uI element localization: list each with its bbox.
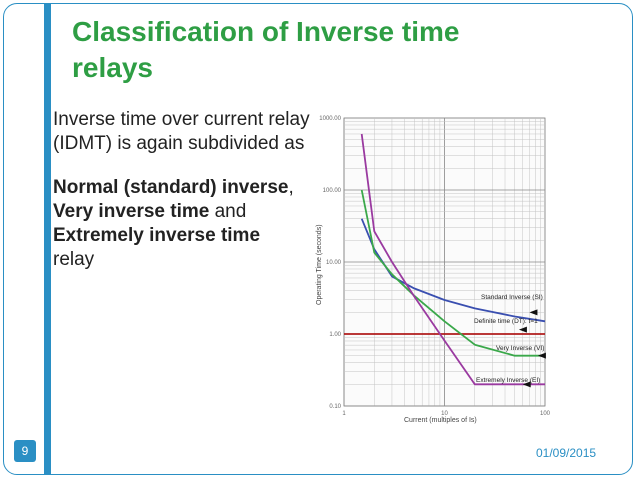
- chart-grid: [343, 117, 546, 407]
- list-item-relay: relay: [53, 249, 95, 270]
- x-tick-label-0: 1: [342, 411, 346, 417]
- label-very-inverse: Very Inverse (VI): [496, 345, 544, 352]
- slide-number: 9: [14, 440, 36, 462]
- slide-frame: [3, 3, 633, 475]
- list-item-very: Very inverse time and: [53, 200, 318, 224]
- chart-ticks: 1 10 100 0.10 1.00 10.00 100.00 1000.00: [319, 116, 550, 417]
- series-line-very-inverse: [360, 189, 545, 357]
- x-tick-label-1: 10: [441, 411, 448, 417]
- arrow-very-inverse: [537, 352, 546, 359]
- list-item-normal: Normal (standard) inverse,: [53, 176, 318, 200]
- y-tick-label-1: 1.00: [329, 332, 341, 338]
- x-tick-label-2: 100: [540, 411, 551, 417]
- slide-body: Inverse time over current relay (IDMT) i…: [53, 108, 318, 272]
- list-item-extremely: Extremely inverse time: [53, 224, 318, 248]
- y-tick-label-3: 100.00: [323, 188, 342, 194]
- x-axis-label: Current (multiples of Is): [404, 417, 477, 424]
- item-very-bold: Very inverse time: [53, 201, 210, 222]
- series-line-standard-inverse: [360, 218, 546, 323]
- item-normal-tail: ,: [288, 177, 294, 198]
- accent-bar: [44, 4, 51, 475]
- slide-title: Classification of Inverse time relays: [72, 16, 460, 83]
- arrow-definite-time: [518, 326, 527, 333]
- slide-date: 01/09/2015: [536, 446, 597, 460]
- idmt-curve-chart: 1 10 100 0.10 1.00 10.00 100.00 1000.00 Current…: [316, 116, 551, 424]
- label-definite-time: Definite time (DT): t=1: [474, 318, 538, 325]
- item-very-tail: and: [209, 201, 247, 222]
- label-standard-inverse: Standard Inverse (SI): [481, 294, 543, 301]
- y-axis-label: Operating Time (seconds): [316, 224, 323, 305]
- arrow-standard-inverse: [529, 309, 538, 316]
- label-extremely-inverse: Extremely Inverse (EI): [476, 377, 540, 384]
- series-line-extremely-inverse: [360, 133, 545, 386]
- y-tick-label-0: 0.10: [329, 404, 341, 410]
- chart-label-markers: [518, 309, 546, 388]
- chart-curves: [344, 133, 546, 386]
- intro-text: Inverse time over current relay (IDMT) i…: [53, 109, 310, 154]
- item-extremely-bold: Extremely inverse time: [53, 225, 261, 246]
- y-tick-label-2: 10.00: [326, 260, 342, 266]
- y-tick-label-4: 1000.00: [319, 116, 341, 122]
- arrow-extremely-inverse: [522, 381, 531, 388]
- item-normal-bold: Normal (standard) inverse: [53, 177, 289, 198]
